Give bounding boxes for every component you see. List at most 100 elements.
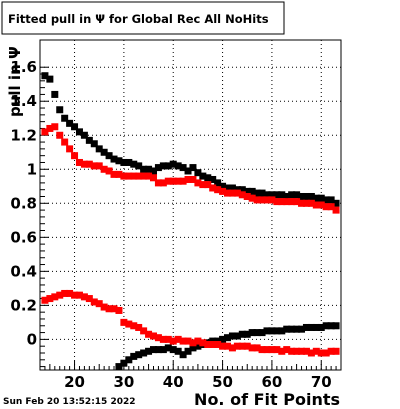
data-point-series-1 [159,162,167,170]
data-point-series-4 [228,344,236,352]
data-point-series-1 [80,131,88,139]
data-point-series-1 [130,160,138,168]
data-point-series-4 [253,344,261,352]
data-point-series-1 [293,191,301,199]
data-point-series-2 [90,162,98,170]
data-point-series-3 [248,329,256,337]
data-point-series-3 [149,346,157,354]
data-point-series-1 [110,155,118,163]
data-point-series-2 [298,199,306,207]
data-point-series-1 [61,114,69,122]
data-point-series-3 [145,347,153,355]
data-point-series-2 [140,172,148,180]
data-point-series-4 [149,332,157,340]
data-point-series-1 [105,152,113,160]
data-point-series-3 [130,352,138,360]
x-tick-label: 70 [311,373,332,391]
data-point-series-1 [100,148,108,156]
data-point-series-4 [66,289,74,297]
data-point-series-4 [268,346,276,354]
data-point-series-1 [317,194,325,202]
data-point-series-2 [105,167,113,175]
data-point-series-2 [209,184,217,192]
data-point-series-4 [189,339,197,347]
data-point-series-4 [238,342,246,350]
data-point-series-2 [85,160,93,168]
data-point-series-1 [46,75,54,83]
data-point-series-4 [110,305,118,313]
data-point-series-2 [164,177,172,185]
data-point-series-1 [204,174,212,182]
data-point-series-1 [248,187,256,195]
data-point-series-4 [209,340,217,348]
data-point-series-1 [327,196,335,204]
data-point-series-1 [164,162,172,170]
data-point-series-2 [41,128,49,136]
data-point-series-2 [283,198,291,206]
data-point-series-3 [140,349,148,357]
data-point-series-3 [238,330,246,338]
data-point-series-3 [298,325,306,333]
data-point-series-4 [224,342,232,350]
data-point-series-1 [224,184,232,192]
data-point-series-4 [61,289,69,297]
data-point-series-1 [90,140,98,148]
data-point-series-2 [80,160,88,168]
data-point-series-2 [228,189,236,197]
data-point-series-1 [189,164,197,172]
data-point-series-2 [154,179,162,187]
data-point-series-2 [307,199,315,207]
y-tick-label: 1.4 [10,92,37,110]
data-point-series-4 [46,295,54,303]
y-tick-label: 0 [27,330,37,348]
tick-label-layer: 20 30 40 50 60 70 0 0.2 0.4 0.6 0.8 1 1.2 1.4 1.6 [10,58,331,391]
data-point-series-1 [140,165,148,173]
data-point-series-2 [327,203,335,211]
data-point-series-1 [66,119,74,127]
data-point-series-4 [204,340,212,348]
data-point-series-4 [278,347,286,355]
data-point-series-2 [149,174,157,182]
data-point-series-1 [278,191,286,199]
timestamp: Sun Feb 20 13:52:15 2022 [3,397,136,407]
data-point-series-1 [154,164,162,172]
data-point-series-1 [199,172,207,180]
data-point-series-2 [322,203,330,211]
data-point-series-2 [71,152,79,160]
data-point-series-4 [219,342,227,350]
data-point-series-1 [307,192,315,200]
data-point-series-2 [169,177,177,185]
data-point-series-3 [268,327,276,335]
y-tick-label: 1.6 [10,58,37,76]
data-point-series-4 [41,296,49,304]
y-tick-label: 0.8 [10,194,37,212]
data-point-series-2 [189,175,197,183]
data-point-series-3 [332,322,340,330]
data-point-series-2 [302,199,310,207]
data-point-series-1 [332,199,340,207]
data-point-series-4 [179,337,187,345]
data-point-series-1 [120,158,128,166]
data-point-series-4 [258,346,266,354]
data-point-series-3 [184,347,192,355]
data-point-series-4 [194,337,202,345]
data-point-series-2 [204,181,212,189]
data-point-series-4 [56,291,64,299]
data-point-series-1 [125,158,133,166]
data-point-series-2 [273,198,281,206]
data-point-series-1 [219,182,227,190]
data-point-series-2 [95,162,103,170]
data-point-series-3 [159,346,167,354]
data-point-series-1 [115,157,123,165]
x-tick-label: 60 [261,373,282,391]
data-point-series-1 [283,192,291,200]
data-point-series-4 [80,293,88,301]
data-point-series-2 [317,201,325,209]
data-point-series-4 [273,346,281,354]
data-point-series-4 [298,347,306,355]
data-point-series-1 [145,165,153,173]
data-point-series-1 [135,162,143,170]
data-point-series-4 [248,344,256,352]
data-point-series-2 [199,181,207,189]
